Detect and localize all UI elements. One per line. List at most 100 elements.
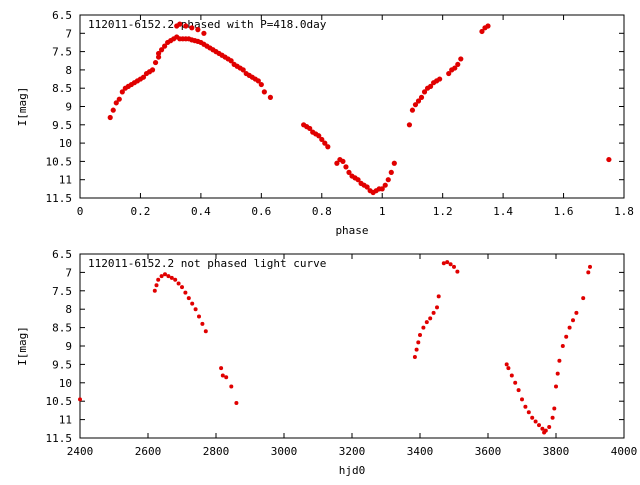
phased-data-point <box>340 158 346 164</box>
phased-data-point <box>107 114 113 121</box>
unphased-data-point <box>441 261 446 266</box>
phased-data-point <box>119 89 125 95</box>
phased-data-point <box>379 186 385 192</box>
unphased-x-tick-label: 4000 <box>611 445 638 458</box>
phased-data-point <box>325 144 331 150</box>
unphased-data-point <box>431 310 436 315</box>
unphased-data-point <box>78 397 82 402</box>
unphased-data-point <box>436 294 441 299</box>
unphased-data-point <box>220 373 225 378</box>
phased-light-curve-panel: 0 0.2 0.4 0.6 0.8 1 1.2 1.4 1.6 1.8 6.5 7 7.5 8 8.5 9 9.… <box>16 9 634 237</box>
phased-y-tick-label: 10.5 <box>46 155 73 168</box>
phased-data-point <box>319 136 325 143</box>
unphased-light-curve-panel: 2400 2600 2800 3000 3200 3400 3600 3800 4000 6.5 7… <box>16 248 637 477</box>
phased-data-point <box>334 160 340 166</box>
unphased-data-point <box>156 277 161 282</box>
phased-data-point <box>479 28 485 35</box>
unphased-data-point <box>555 371 560 376</box>
unphased-data-point <box>163 272 167 277</box>
unphased-data-point <box>197 314 201 319</box>
unphased-y-tick-label: 10.5 <box>46 395 73 408</box>
unphased-data-point <box>424 320 429 325</box>
phased-x-tick-label: 1 <box>379 205 386 218</box>
unphased-data-point <box>564 334 569 339</box>
unphased-data-point <box>180 285 184 290</box>
phased-y-tick-label: 7.5 <box>52 46 72 59</box>
unphased-data-point <box>452 264 456 269</box>
unphased-data-point <box>229 384 234 389</box>
phased-y-axis-title: I[mag] <box>16 87 29 127</box>
phased-y-tick-label: 7 <box>65 27 72 40</box>
unphased-data-point <box>543 428 548 433</box>
phased-y-tick-label: 8 <box>65 64 72 77</box>
unphased-x-tick-label: 3000 <box>271 445 298 458</box>
unphased-data-point <box>455 269 460 274</box>
unphased-data-point <box>581 296 586 301</box>
phased-data-point <box>427 83 434 89</box>
unphased-y-tick-label: 6.5 <box>52 248 72 261</box>
unphased-y-tick-label: 7 <box>65 266 72 279</box>
unphased-data-point <box>533 419 538 424</box>
phased-data-point <box>412 102 419 108</box>
unphased-y-tick-label: 9 <box>65 340 72 353</box>
unphased-y-tick-label: 8 <box>65 303 72 316</box>
phased-data-point <box>267 94 273 100</box>
unphased-data-point <box>516 388 521 393</box>
phased-data-point <box>382 182 388 188</box>
unphased-data-point <box>588 264 592 269</box>
unphased-data-point <box>183 290 188 295</box>
unphased-data-point <box>176 281 181 286</box>
phased-data-point <box>437 76 443 82</box>
unphased-data-point <box>586 270 591 275</box>
unphased-x-tick-label: 3600 <box>475 445 502 458</box>
phased-y-tick-label: 11 <box>59 174 72 187</box>
unphased-y-tick-label: 7.5 <box>52 285 72 298</box>
phased-data-point <box>140 74 147 80</box>
unphased-data-point <box>560 344 565 348</box>
phased-data-point <box>355 177 361 183</box>
unphased-data-point <box>537 423 541 428</box>
phased-data-point <box>322 140 328 146</box>
unphased-data-point <box>552 406 557 411</box>
phased-y-tick-label: 8.5 <box>52 82 72 95</box>
phased-x-tick-label: 0.6 <box>251 205 271 218</box>
phased-data-point <box>307 125 313 132</box>
unphased-x-tick-label: 2600 <box>135 445 162 458</box>
unphased-data-point <box>506 366 511 371</box>
phased-x-tick-label: 0.8 <box>312 205 332 218</box>
phased-y-tick-label: 11.5 <box>46 192 73 205</box>
unphased-x-axis-title: hjd0 <box>339 464 366 477</box>
phased-data-point <box>458 56 464 62</box>
unphased-data-point <box>200 321 205 326</box>
phased-data-point <box>155 54 162 60</box>
unphased-y-tick-label: 10 <box>59 377 72 390</box>
unphased-y-axis-title: I[mag] <box>16 326 29 366</box>
phased-data-point <box>485 23 491 29</box>
unphased-data-point <box>159 274 164 279</box>
phased-y-tick-label: 9.5 <box>52 119 72 132</box>
unphased-x-tick-label: 3200 <box>339 445 366 458</box>
unphased-data-point <box>152 288 157 293</box>
phased-data-point <box>388 169 394 175</box>
unphased-data-point <box>557 358 562 363</box>
phased-data-point <box>189 25 195 31</box>
unphased-data-point <box>193 307 198 312</box>
phased-panel-title: 112011-6152.2 phased with P=418.0day <box>88 18 327 31</box>
unphased-data-point <box>547 424 552 429</box>
unphased-data-point <box>448 262 453 267</box>
unphased-data-point <box>540 426 545 431</box>
unphased-y-tick-label: 11 <box>59 414 72 427</box>
phased-data-point <box>152 59 159 66</box>
phased-data-point <box>240 67 246 73</box>
phased-x-tick-label: 1.8 <box>614 205 634 218</box>
phased-data-point <box>415 98 422 104</box>
phased-data-point <box>177 21 183 27</box>
phased-data-point <box>261 89 267 95</box>
unphased-data-point <box>504 362 509 367</box>
phased-y-tick-label: 6.5 <box>52 9 72 22</box>
phased-y-tick-label: 10 <box>59 137 72 150</box>
phased-data-point <box>201 30 207 36</box>
unphased-data-point <box>414 347 419 352</box>
unphased-data-point <box>550 415 555 420</box>
